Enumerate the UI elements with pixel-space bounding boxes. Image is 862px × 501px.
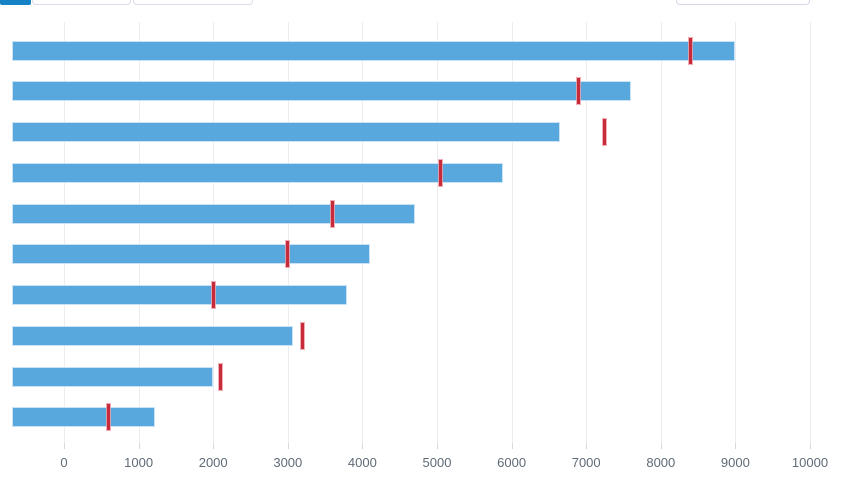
threshold-tick	[286, 241, 290, 268]
x-axis-tick-label: 1000	[124, 455, 154, 470]
x-axis-tick-label: 2000	[198, 455, 228, 470]
threshold-tick	[211, 282, 215, 308]
x-axis-tick	[287, 443, 289, 449]
x-axis-tick	[362, 443, 364, 449]
x-gridline	[437, 22, 438, 443]
toolbar-dropdown[interactable]	[676, 0, 810, 5]
x-axis-tick	[437, 443, 438, 449]
threshold-tick	[603, 119, 607, 145]
bar	[12, 203, 415, 224]
toolbar-button-1[interactable]	[31, 0, 131, 5]
toolbar-button-2[interactable]	[132, 0, 253, 5]
x-axis-tick-label: 7000	[571, 455, 601, 470]
bar	[12, 366, 214, 387]
x-axis-tick-label: 8000	[646, 455, 676, 470]
threshold-tick	[577, 78, 581, 105]
x-axis-tick	[660, 443, 662, 449]
x-gridline	[213, 22, 215, 443]
x-gridline	[810, 22, 811, 443]
x-gridline	[287, 22, 289, 443]
bar	[12, 81, 631, 102]
x-axis-tick-label: 3000	[273, 455, 303, 470]
bar	[12, 407, 155, 428]
x-axis-tick	[810, 443, 811, 449]
bar	[12, 285, 348, 305]
x-axis-tick	[138, 443, 140, 449]
bar	[12, 40, 736, 61]
x-axis-tick-label: 6000	[497, 455, 527, 470]
threshold-tick	[107, 404, 111, 431]
bar	[12, 325, 294, 346]
threshold-tick	[689, 37, 693, 64]
x-gridline	[64, 22, 65, 443]
active-tab-indicator[interactable]	[0, 0, 31, 5]
x-gridline	[660, 22, 662, 443]
bar	[12, 244, 370, 265]
x-axis-tick	[64, 443, 65, 449]
bar	[12, 122, 561, 142]
threshold-tick	[439, 159, 443, 186]
x-axis-tick-label: 9000	[720, 455, 750, 470]
threshold-tick	[331, 200, 335, 227]
x-axis-tick-label: 0	[60, 455, 68, 470]
bar	[12, 162, 503, 183]
x-axis-tick-label: 10000	[791, 455, 829, 470]
x-axis-tick	[735, 443, 737, 449]
x-axis-tick-label: 4000	[347, 455, 377, 470]
threshold-tick	[301, 322, 305, 349]
x-gridline	[511, 22, 513, 443]
x-gridline	[735, 22, 737, 443]
x-gridline	[138, 22, 140, 443]
x-gridline	[362, 22, 364, 443]
x-axis-tick-label: 5000	[422, 455, 452, 470]
x-gridline	[586, 22, 588, 443]
x-axis-tick	[213, 443, 215, 449]
x-axis-tick	[586, 443, 588, 449]
threshold-tick	[219, 363, 223, 390]
x-axis-tick	[511, 443, 513, 449]
